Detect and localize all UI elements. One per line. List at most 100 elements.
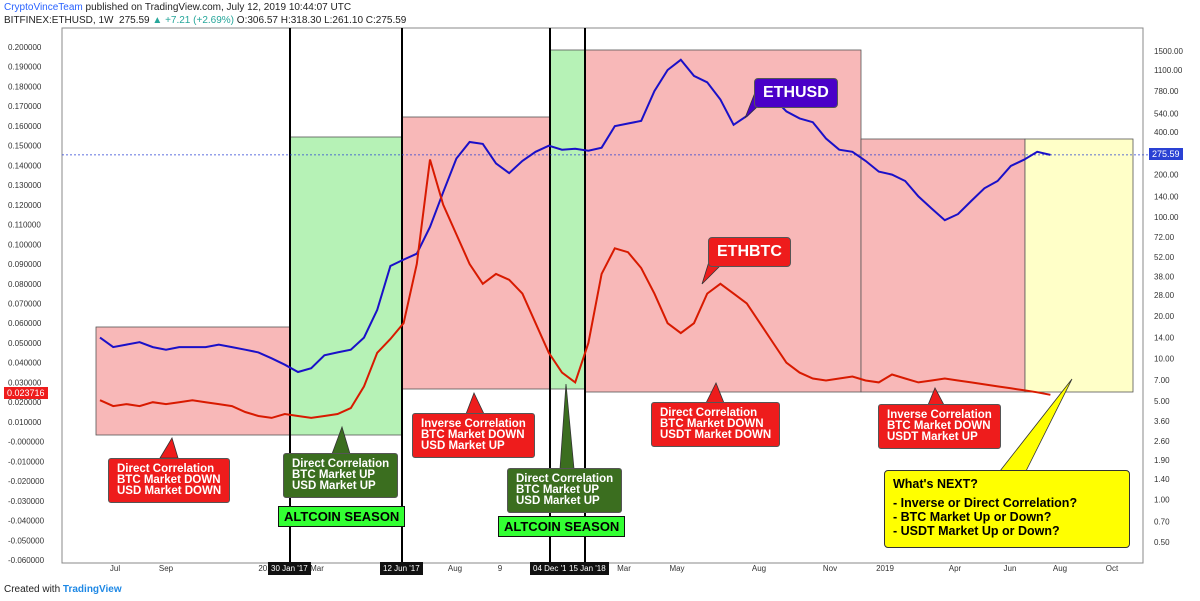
left-price-marker: 0.023716 bbox=[4, 387, 48, 399]
x-tick-label: Aug bbox=[448, 564, 462, 573]
annotation-inverse-2: Inverse Correlation BTC Market DOWN USDT… bbox=[878, 404, 1001, 449]
annotation-line: BTC Market DOWN bbox=[660, 418, 764, 430]
date-marker-1: 30 Jan '17 bbox=[268, 562, 311, 575]
footer: Created with TradingView bbox=[4, 584, 122, 595]
left-tick-label: 0.180000 bbox=[8, 82, 42, 91]
annotation-line: Inverse Correlation bbox=[421, 418, 526, 430]
right-tick-label: 0.70 bbox=[1154, 517, 1170, 526]
right-tick-label: 72.00 bbox=[1154, 233, 1175, 242]
chart-header: CryptoVinceTeam published on TradingView… bbox=[4, 2, 351, 13]
created-with: Created with bbox=[4, 584, 61, 595]
x-tick-label: May bbox=[669, 564, 684, 573]
annotation-line: BTC Market DOWN bbox=[117, 474, 221, 486]
altcoin-season-label-2: ALTCOIN SEASON bbox=[498, 516, 626, 537]
zone-1 bbox=[95, 326, 291, 436]
zone-4 bbox=[549, 49, 586, 390]
zone-3 bbox=[401, 116, 551, 390]
annotation-line: Direct Correlation bbox=[516, 473, 614, 485]
annotation-line: USD Market UP bbox=[292, 480, 376, 492]
x-tick-label: Mar bbox=[617, 564, 631, 573]
left-tick-label: 0.200000 bbox=[8, 43, 42, 52]
annotation-line: USD Market UP bbox=[421, 440, 505, 452]
ethusd-tag: ETHUSD bbox=[754, 78, 838, 108]
right-tick-label: 1100.00 bbox=[1154, 66, 1183, 75]
right-tick-label: 1.90 bbox=[1154, 456, 1170, 465]
whats-next-line: - USDT Market Up or Down? bbox=[893, 524, 1060, 538]
tradingview-logo[interactable]: TradingView bbox=[62, 584, 122, 595]
annotation-line: BTC Market DOWN bbox=[421, 429, 525, 441]
right-tick-label: 1.40 bbox=[1154, 475, 1170, 484]
series-ethbtc-line bbox=[99, 159, 1051, 419]
right-tick-label: 20.00 bbox=[1154, 312, 1175, 321]
annotation-line: BTC Market UP bbox=[292, 469, 376, 481]
annotation-line: USDT Market UP bbox=[887, 431, 978, 443]
left-tick-label: -0.020000 bbox=[8, 477, 45, 486]
x-tick-label: Aug bbox=[1053, 564, 1067, 573]
right-tick-label: 1500.00 bbox=[1154, 47, 1183, 56]
right-tick-label: 38.00 bbox=[1154, 272, 1175, 281]
left-tick-label: 0.090000 bbox=[8, 260, 42, 269]
left-tick-label: 0.130000 bbox=[8, 181, 42, 190]
left-tick-label: -0.010000 bbox=[8, 457, 45, 466]
left-tick-label: -0.000000 bbox=[8, 438, 45, 447]
x-tick-label: Jun bbox=[1004, 564, 1017, 573]
zone-2 bbox=[289, 136, 403, 436]
annotation-line: USD Market DOWN bbox=[117, 485, 222, 497]
left-tick-label: 0.020000 bbox=[8, 398, 42, 407]
right-tick-label: 780.00 bbox=[1154, 87, 1179, 96]
right-tick-label: 0.50 bbox=[1154, 538, 1170, 547]
right-tick-label: 1.00 bbox=[1154, 495, 1170, 504]
annotation-direct-up-2: Direct Correlation BTC Market UP USD Mar… bbox=[507, 468, 623, 513]
whats-next-box: What's NEXT? - Inverse or Direct Correla… bbox=[884, 470, 1130, 548]
date-marker-2: 12 Jun '17 bbox=[380, 562, 423, 575]
annotation-line: USDT Market DOWN bbox=[660, 429, 772, 441]
left-tick-label: 0.160000 bbox=[8, 122, 42, 131]
left-tick-label: -0.040000 bbox=[8, 517, 45, 526]
right-tick-label: 14.00 bbox=[1154, 334, 1175, 343]
right-tick-label: 3.60 bbox=[1154, 417, 1170, 426]
x-tick-label: 2019 bbox=[876, 564, 894, 573]
right-tick-label: 2.60 bbox=[1154, 437, 1170, 446]
date-marker-3: 04 Dec '17 bbox=[530, 562, 574, 575]
left-tick-label: -0.060000 bbox=[8, 556, 45, 565]
left-tick-label: 0.140000 bbox=[8, 161, 42, 170]
left-tick-label: 0.120000 bbox=[8, 201, 42, 210]
annotation-line: BTC Market UP bbox=[516, 484, 600, 496]
right-tick-label: 100.00 bbox=[1154, 213, 1179, 222]
right-tick-label: 200.00 bbox=[1154, 171, 1179, 180]
left-tick-label: 0.070000 bbox=[8, 300, 42, 309]
left-tick-label: -0.050000 bbox=[8, 536, 45, 545]
annotation-line: BTC Market DOWN bbox=[887, 420, 991, 432]
left-tick-label: 0.110000 bbox=[8, 221, 41, 230]
left-tick-label: -0.030000 bbox=[8, 497, 45, 506]
annotation-line: Direct Correlation bbox=[117, 463, 215, 475]
left-tick-label: 0.170000 bbox=[8, 102, 42, 111]
whats-next-line: - Inverse or Direct Correlation? bbox=[893, 496, 1078, 510]
whats-next-line: - BTC Market Up or Down? bbox=[893, 510, 1052, 524]
x-tick-label: Apr bbox=[949, 564, 962, 573]
series-ethusd-line bbox=[99, 58, 1051, 374]
x-tick-label: Aug bbox=[752, 564, 766, 573]
price-change: ▲ +7.21 (+2.69%) bbox=[152, 15, 235, 26]
whats-next-title: What's NEXT? bbox=[893, 477, 978, 491]
right-price-marker: 275.59 bbox=[1149, 148, 1183, 160]
left-tick-label: 0.040000 bbox=[8, 359, 42, 368]
right-tick-label: 28.00 bbox=[1154, 291, 1175, 300]
ethbtc-tag: ETHBTC bbox=[708, 237, 791, 267]
published-text: published on TradingView.com, July 12, 2… bbox=[85, 2, 352, 13]
annotation-direct-down-2: Direct Correlation BTC Market DOWN USDT … bbox=[651, 402, 781, 447]
left-tick-label: 0.010000 bbox=[8, 418, 42, 427]
author-name[interactable]: CryptoVinceTeam bbox=[4, 2, 83, 13]
altcoin-season-label-1: ALTCOIN SEASON bbox=[278, 506, 406, 527]
annotation-line: Direct Correlation bbox=[660, 407, 758, 419]
symbol-name: BITFINEX:ETHUSD, 1W bbox=[4, 15, 114, 26]
date-marker-4: 15 Jan '18 bbox=[566, 562, 609, 575]
right-tick-label: 7.00 bbox=[1154, 376, 1170, 385]
x-tick-label: Mar bbox=[310, 564, 324, 573]
x-tick-label: 9 bbox=[498, 564, 503, 573]
annotation-inverse-1: Inverse Correlation BTC Market DOWN USD … bbox=[412, 413, 535, 458]
ohlc-values: O:306.57 H:318.30 L:261.10 C:275.59 bbox=[236, 15, 407, 26]
right-tick-label: 400.00 bbox=[1154, 128, 1179, 137]
annotation-direct-down: Direct Correlation BTC Market DOWN USD M… bbox=[108, 458, 231, 503]
